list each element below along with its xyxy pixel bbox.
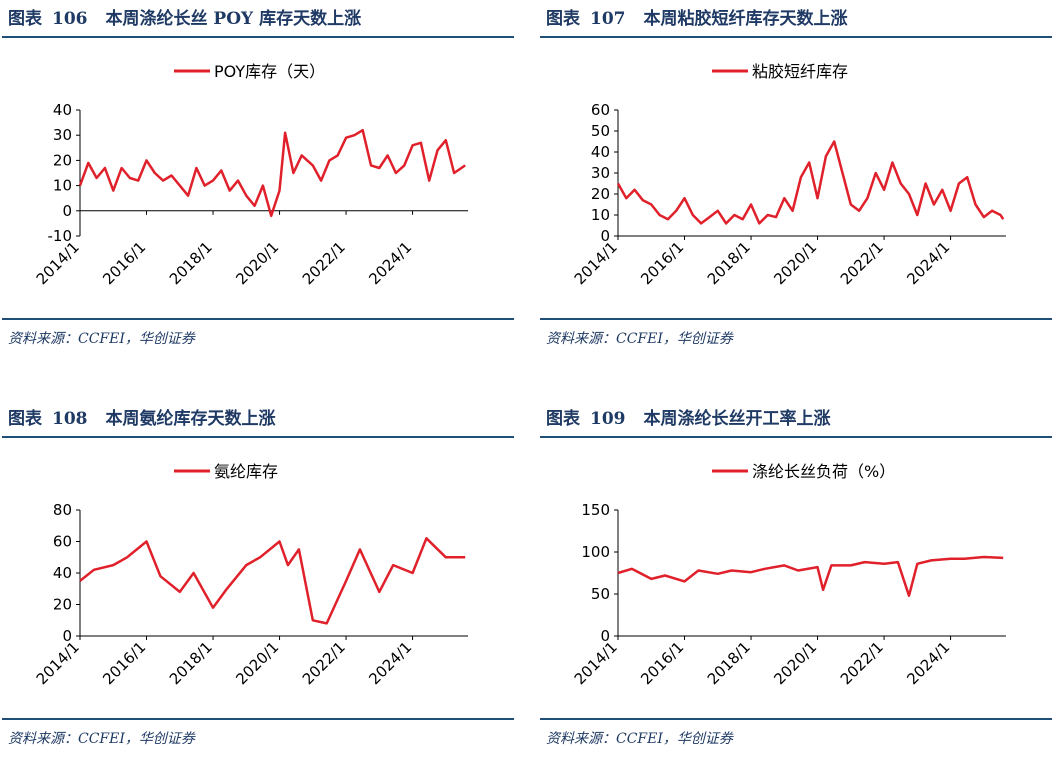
y-tick-label: 10 (591, 206, 610, 224)
y-tick-label: 20 (53, 151, 72, 169)
series-line (79, 537, 466, 625)
series-line (617, 555, 1004, 597)
y-tick-label: 60 (591, 101, 610, 119)
legend-label: POY库存（天） (214, 62, 325, 81)
legend: POY库存（天） (174, 62, 325, 81)
y-tick-label: 20 (53, 596, 72, 614)
source-note: 资料来源：CCFEI，华创证券 (546, 331, 733, 347)
y-tick-label: 150 (581, 501, 610, 519)
figure-number: 107 (590, 9, 626, 29)
x-tick-label: 2018/1 (704, 638, 754, 688)
x-tick-label: 2020/1 (232, 638, 282, 688)
title-text: 本周氨纶库存天数上涨 (105, 409, 276, 429)
y-tick-label: 50 (591, 122, 610, 140)
x-tick-label: 2016/1 (99, 238, 149, 288)
y-tick-label: 40 (53, 564, 72, 582)
legend-label: 氨纶库存 (214, 462, 278, 481)
chart-panel-109: 图表 109 本周涤纶长丝开工率上涨 涤纶长丝负荷（%） 0 50 100 150 2014/… (540, 402, 1052, 762)
y-tick-label: 50 (591, 585, 610, 603)
legend-label: 涤纶长丝负荷（%） (752, 462, 895, 481)
x-tick-label: 2024/1 (365, 638, 415, 688)
source-note: 资料来源：CCFEI，华创证券 (8, 731, 195, 747)
legend: 粘胶短纤库存 (712, 62, 848, 81)
chart-panel-106: 图表 106 本周涤纶长丝 POY 库存天数上涨 POY库存（天） -10 0 10 20 3… (2, 2, 514, 362)
y-tick-label: 40 (53, 101, 72, 119)
y-tick-label: 0 (62, 627, 72, 645)
series-line (78, 128, 466, 218)
x-tick-label: 2022/1 (299, 638, 349, 688)
x-tick-label: 2022/1 (837, 638, 887, 688)
figure-number: 109 (590, 409, 626, 429)
title-rule (540, 436, 1052, 438)
x-tick-label: 2022/1 (837, 238, 887, 288)
figure-number: 108 (52, 409, 88, 429)
legend: 氨纶库存 (174, 462, 278, 481)
title-rule (2, 436, 514, 438)
figure-label: 图表 (8, 9, 42, 29)
figure-label: 图表 (8, 409, 42, 429)
source-rule (540, 318, 1052, 320)
y-tick-label: 40 (591, 143, 610, 161)
x-tick-label: 2016/1 (637, 238, 687, 288)
title-rule (540, 36, 1052, 38)
chart-title: 图表 107 本周粘胶短纤库存天数上涨 (546, 4, 848, 29)
chart-title: 图表 109 本周涤纶长丝开工率上涨 (546, 404, 831, 429)
line-chart: POY库存（天） -10 0 10 20 30 40 2014/1 2016/1 2018/1 20… (33, 62, 468, 288)
x-tick-label: 2024/1 (903, 238, 953, 288)
x-tick-label: 2014/1 (571, 238, 621, 288)
x-tick-label: 2022/1 (299, 238, 349, 288)
series-line (616, 140, 1005, 225)
y-tick-label: 0 (600, 227, 610, 245)
x-tick-label: 2018/1 (166, 238, 216, 288)
title-text: 本周粘胶短纤库存天数上涨 (643, 9, 848, 29)
y-tick-label: 0 (62, 202, 72, 220)
line-chart: 氨纶库存 0 20 40 60 80 2014/1 2016/1 2018/1 2020/1 202… (33, 462, 468, 688)
x-tick-label: 2024/1 (903, 638, 953, 688)
y-tick-label: 60 (53, 533, 72, 551)
chart-panel-107: 图表 107 本周粘胶短纤库存天数上涨 粘胶短纤库存 0 10 20 30 40 50 60 201… (540, 2, 1052, 362)
x-tick-label: 2016/1 (99, 638, 149, 688)
x-tick-label: 2014/1 (33, 238, 83, 288)
x-tick-label: 2020/1 (770, 638, 820, 688)
line-chart: 粘胶短纤库存 0 10 20 30 40 50 60 2014/1 2016/1 2018/1 202… (571, 62, 1006, 288)
legend: 涤纶长丝负荷（%） (712, 462, 895, 481)
x-tick-label: 2020/1 (232, 238, 282, 288)
y-tick-label: -10 (48, 227, 73, 245)
source-rule (540, 718, 1052, 720)
figure-label: 图表 (546, 9, 580, 29)
y-tick-label: 20 (591, 185, 610, 203)
source-rule (2, 718, 514, 720)
legend-label: 粘胶短纤库存 (752, 62, 848, 81)
x-tick-label: 2014/1 (33, 638, 83, 688)
x-tick-label: 2014/1 (571, 638, 621, 688)
source-note: 资料来源：CCFEI，华创证券 (546, 731, 733, 747)
figure-label: 图表 (546, 409, 580, 429)
y-tick-label: 100 (581, 543, 610, 561)
y-tick-label: 80 (53, 501, 72, 519)
x-tick-label: 2018/1 (166, 638, 216, 688)
source-note: 资料来源：CCFEI，华创证券 (8, 331, 195, 347)
x-tick-label: 2024/1 (365, 238, 415, 288)
title-rule (2, 36, 514, 38)
title-text: 本周涤纶长丝开工率上涨 (643, 409, 831, 429)
figure-number: 106 (52, 9, 88, 29)
y-tick-label: 10 (53, 177, 72, 195)
chart-panel-108: 图表 108 本周氨纶库存天数上涨 氨纶库存 0 20 40 60 80 2014/1 2016/… (2, 402, 514, 762)
x-tick-label: 2016/1 (637, 638, 687, 688)
y-tick-label: 30 (53, 126, 72, 144)
x-tick-label: 2020/1 (770, 238, 820, 288)
source-rule (2, 318, 514, 320)
x-tick-label: 2018/1 (704, 238, 754, 288)
y-tick-label: 30 (591, 164, 610, 182)
chart-title: 图表 108 本周氨纶库存天数上涨 (8, 404, 276, 429)
line-chart: 涤纶长丝负荷（%） 0 50 100 150 2014/1 2016/1 2018/1 2020… (571, 462, 1006, 688)
title-text: 本周涤纶长丝 POY 库存天数上涨 (105, 9, 362, 29)
y-tick-label: 0 (600, 627, 610, 645)
chart-title: 图表 106 本周涤纶长丝 POY 库存天数上涨 (8, 4, 361, 29)
